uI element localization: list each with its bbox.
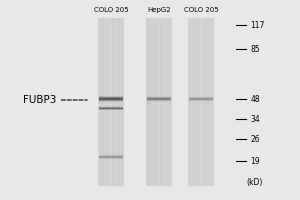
Text: 34: 34 (250, 114, 260, 123)
FancyBboxPatch shape (98, 18, 124, 186)
Text: 26: 26 (250, 134, 260, 144)
Text: COLO 205: COLO 205 (94, 7, 128, 13)
Text: 117: 117 (250, 21, 265, 29)
Text: (kD): (kD) (246, 178, 262, 188)
Text: FUBP3: FUBP3 (22, 95, 56, 105)
Text: COLO 205: COLO 205 (184, 7, 218, 13)
Text: 48: 48 (250, 95, 260, 104)
Text: HepG2: HepG2 (147, 7, 171, 13)
FancyBboxPatch shape (146, 18, 172, 186)
Text: 85: 85 (250, 45, 260, 53)
Text: 19: 19 (250, 156, 260, 166)
FancyBboxPatch shape (188, 18, 214, 186)
